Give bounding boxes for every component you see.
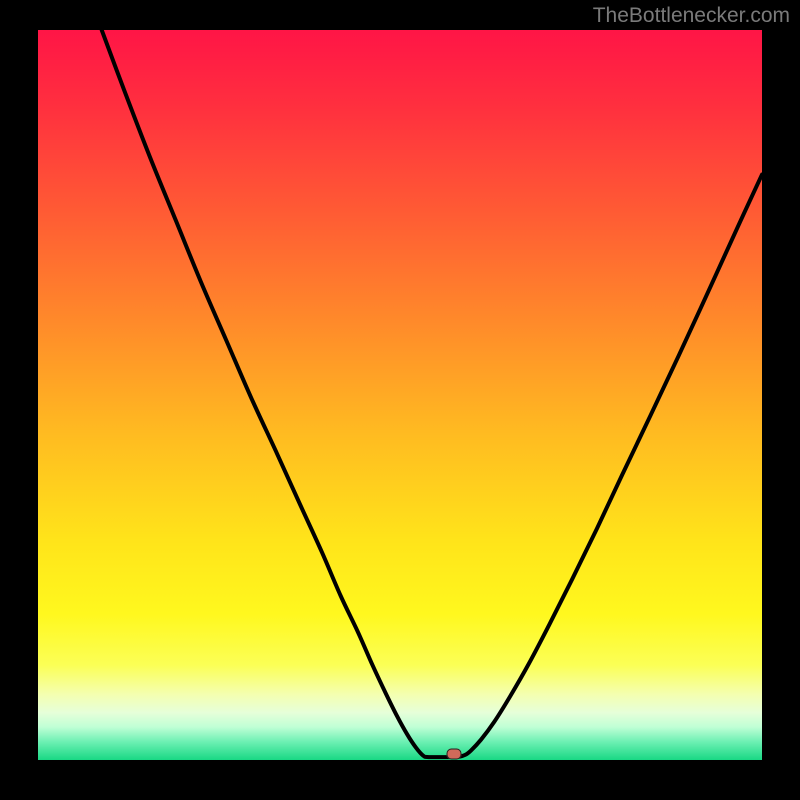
chart-marker [447, 749, 462, 760]
watermark-text: TheBottlenecker.com [593, 4, 790, 28]
chart-plot-area [38, 30, 762, 760]
chart-curve [38, 30, 762, 760]
